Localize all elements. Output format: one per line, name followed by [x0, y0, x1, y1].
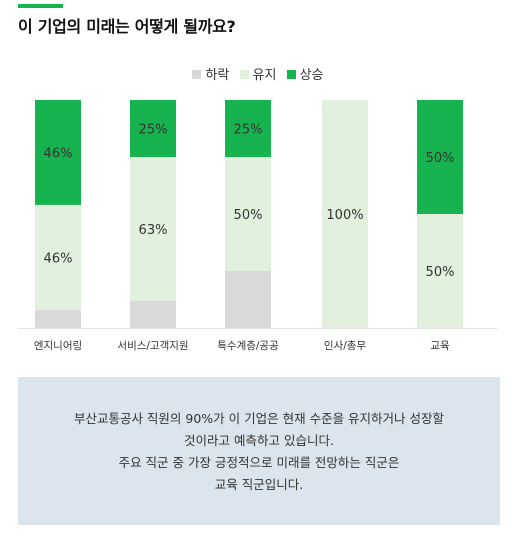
summary-line-2: 것이라고 예측하고 있습니다. — [184, 433, 334, 448]
legend-swatch-up — [286, 70, 296, 79]
x-tick-label: 엔지니어링 — [34, 340, 82, 352]
bar-segment-up — [417, 100, 463, 214]
bar-segment-keep — [225, 157, 271, 271]
legend-item-down: 하락 — [192, 64, 229, 83]
data-label: 50% — [426, 151, 455, 166]
bar-segment-up — [225, 100, 271, 157]
x-tick-label: 인사/총무 — [324, 340, 367, 352]
legend-item-keep: 유지 — [239, 64, 277, 83]
x-tick-label: 교육 — [430, 340, 450, 352]
bar-segment-up — [130, 100, 176, 157]
data-label: 63% — [139, 223, 168, 238]
bar-segment-keep — [35, 204, 81, 310]
bar-segment-keep — [417, 214, 463, 328]
x-tick-label: 특수계층/공공 — [217, 340, 279, 352]
title-accent-bar — [18, 4, 63, 8]
data-label: 100% — [326, 208, 363, 223]
legend-label-keep: 유지 — [252, 68, 277, 83]
legend-label-down: 하락 — [205, 68, 230, 83]
legend-swatch-keep — [239, 70, 249, 79]
data-label: 46% — [44, 251, 73, 266]
data-label: 50% — [426, 265, 455, 280]
x-tick-label: 서비스/고객지원 — [117, 340, 188, 352]
bar-segment-down — [35, 309, 81, 328]
data-label: 25% — [234, 123, 263, 138]
legend-swatch-down — [192, 70, 202, 79]
page-title: 이 기업의 미래는 어떻게 될까요? — [18, 17, 236, 36]
summary-line-4: 교육 직군입니다. — [214, 477, 304, 492]
bar-segment-keep — [130, 157, 176, 301]
bar-segment-down — [225, 271, 271, 328]
legend-item-up: 상승 — [286, 64, 324, 83]
data-label: 50% — [234, 208, 263, 223]
stacked-bar-chart: 46% 46% 엔지니어링 63% 25% 서비스/고객지원 50% 25% 특수계층/공공 10… — [18, 100, 498, 352]
legend-label-up: 상승 — [299, 68, 324, 83]
data-label: 46% — [44, 146, 73, 161]
summary-line-1: 부산교통공사 직원의 90%가 이 기업은 현재 수준을 유지하거나 성장할 — [73, 411, 445, 426]
bar-segment-down — [130, 300, 176, 328]
summary-line-3: 주요 직군 중 가장 긍정적으로 미래를 전망하는 직군은 — [118, 455, 400, 470]
chart-legend: 하락 유지 상승 — [0, 64, 516, 83]
data-label: 25% — [139, 123, 168, 138]
bar-segment-up — [35, 100, 81, 205]
bar-segment-keep — [322, 100, 368, 328]
